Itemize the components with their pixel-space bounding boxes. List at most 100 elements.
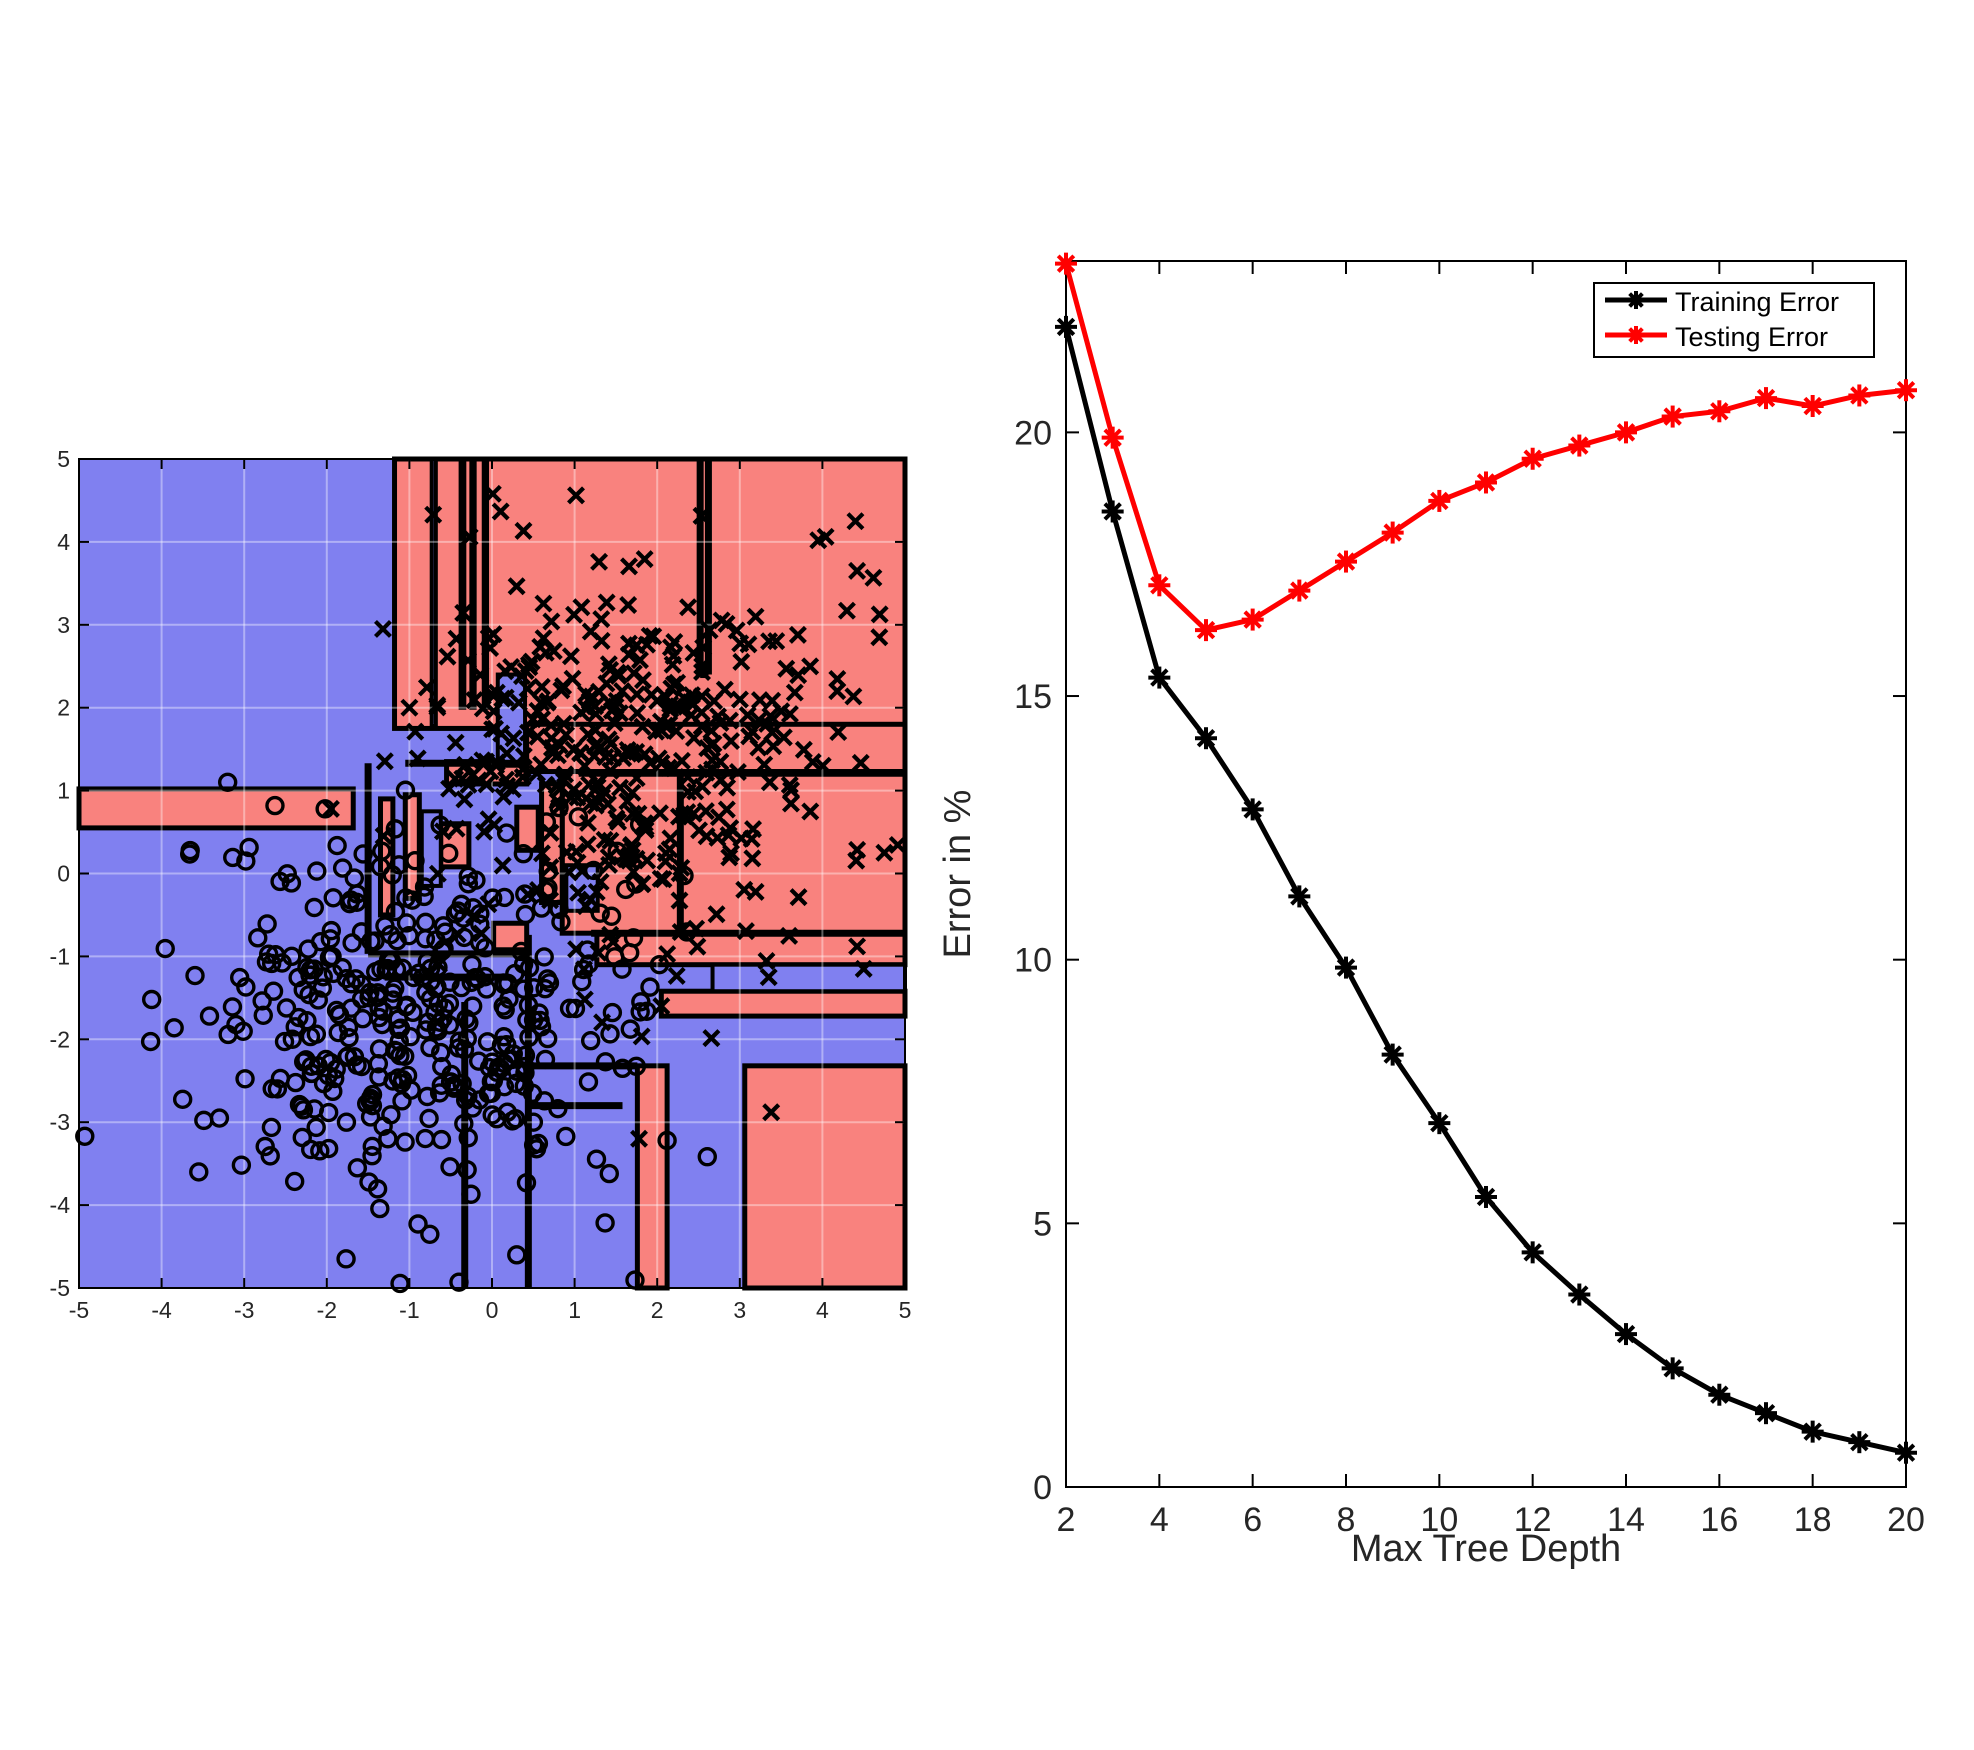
scatter-point-circle [535,1049,556,1070]
testing-error-marker [1055,252,1077,275]
scatter-point-circle [336,968,356,989]
scatter-point-circle [441,1072,461,1092]
scatter-point-cross [767,632,786,651]
scatter-point-cross [854,959,873,978]
scatter-point-cross [532,844,551,863]
scatter-point-cross [761,707,780,726]
scatter-point-circle [257,914,277,934]
scatter-point-cross [755,755,774,774]
scatter-point-cross [600,855,619,874]
scatter-point-cross [484,625,503,644]
scatter-point-circle [164,1018,184,1038]
scatter-point-circle [172,1089,193,1110]
scatter-point-cross [704,734,723,753]
legend-marker-icon [1627,325,1645,344]
scatter-point-cross [809,531,828,550]
scatter-point-circle [270,871,290,892]
scatter-point-cross [650,804,669,823]
scatter-point-cross [844,687,863,706]
training-error-marker [1288,885,1311,908]
scatter-point-circle [292,1127,312,1148]
scatter-point-circle [338,1017,359,1038]
scatter-point-circle [657,1130,677,1151]
scatter-point-circle [323,888,343,908]
scatter-point-cross [554,677,573,696]
scatter-point-circle [414,886,434,907]
scatter-point-circle [383,990,404,1010]
scatter-point-circle [630,1002,650,1022]
scatter-point-cross [551,779,570,798]
legend-entry-testing: Testing Error [1603,321,1869,354]
scatter-point-cross [590,682,609,701]
scatter-point-circle [141,989,162,1010]
scatter-point-cross [870,628,889,647]
y-tick-label: 2 [57,695,70,721]
scatter-point-circle [515,1056,535,1077]
scatter-point-circle [385,819,406,839]
scatter-point-circle [449,1272,469,1292]
scatter-point-cross [780,926,799,945]
region-red [742,1063,908,1291]
scatter-point-cross [684,728,703,747]
scatter-point-circle [515,904,536,925]
scatter-point-cross [709,707,728,726]
region-red [514,804,541,853]
scatter-point-cross [624,664,643,683]
region-blue [710,962,907,994]
scatter-point-circle [626,1056,647,1077]
scatter-point-circle [549,899,569,919]
y-tick-label: -3 [50,1109,70,1135]
scatter-point-circle [140,1031,161,1052]
scatter-point-cross [803,753,822,771]
scatter-point-circle [640,977,660,997]
scatter-point-cross [619,744,638,763]
scatter-point-circle [496,823,517,843]
scatter-point-cross [518,679,537,698]
scatter-point-cross [789,666,808,685]
scatter-point-cross [654,870,673,889]
scatter-point-circle [417,1086,437,1107]
x-tick-label: 2 [1057,1501,1076,1539]
scatter-point-cross [760,773,779,792]
scatter-point-cross [663,655,682,674]
scatter-point-circle [301,1056,321,1076]
y-tick-label: 3 [57,612,70,638]
scatter-point-circle [494,1027,514,1047]
scatter-point-cross [777,659,796,678]
x-tick-label: 18 [1794,1501,1832,1539]
scatter-point-circle [511,941,531,962]
scatter-point-circle [318,1138,339,1159]
y-tick-label: 0 [1033,1469,1052,1507]
scatter-point-circle [346,969,366,989]
scatter-point-cross [690,821,709,840]
scatter-point-cross [575,960,593,979]
scatter-point-cross [693,663,712,681]
scatter-point-circle [559,998,580,1019]
scatter-point-cross [789,888,808,907]
scatter-point-circle [534,1091,555,1111]
scatter-point-circle [586,1149,607,1169]
scatter-point-cross [519,655,538,674]
scatter-point-cross [464,907,483,926]
scatter-point-cross [682,686,701,705]
scatter-point-circle [222,997,243,1017]
scatter-point-cross [730,690,749,709]
scatter-point-circle [342,933,362,953]
scatter-point-cross [575,990,594,1009]
scatter-point-circle [451,977,471,998]
testing-error-marker [1615,421,1637,444]
y-tick-label: -2 [50,1026,70,1052]
scatter-point-cross [696,802,715,821]
scatter-point-circle [454,1113,474,1134]
scatter-point-cross [678,782,697,801]
scatter-point-cross [518,723,537,742]
scatter-point-cross [456,755,475,774]
scatter-point-cross [599,655,618,674]
scatter-point-cross [782,781,801,800]
scatter-point-circle [465,968,485,988]
scatter-point-cross [528,727,547,746]
y-tick-label: -1 [50,943,70,969]
scatter-point-cross [722,732,741,751]
scatter-point-circle [395,780,416,800]
scatter-point-cross [548,746,567,765]
